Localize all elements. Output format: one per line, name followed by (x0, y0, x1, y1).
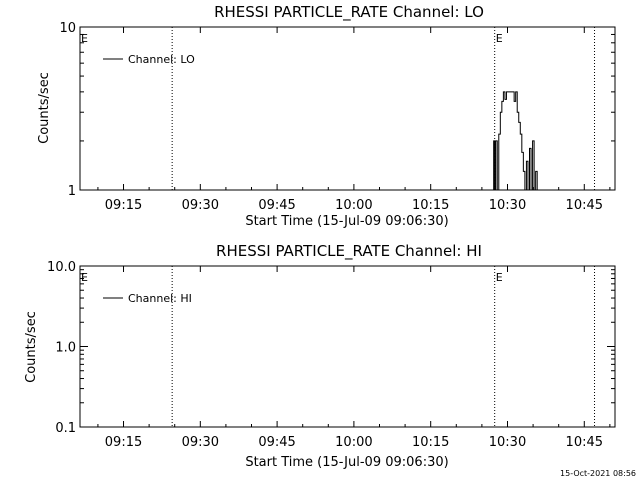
y-axis-title-lo: Counts/sec (37, 72, 52, 144)
chart-title-lo: RHESSI PARTICLE_RATE Channel: LO (214, 3, 484, 22)
event-label: E (496, 32, 503, 45)
series-lo (492, 91, 538, 191)
panel-hi-channel: RHESSI PARTICLE_RATE Channel: HI 09:15 09… (24, 242, 616, 470)
y-tick-label: 1 (68, 184, 76, 199)
x-tick-label: 10:00 (335, 198, 372, 213)
x-tick-label: 10:45 (566, 435, 603, 450)
y-axis-lo: 1 10 (59, 21, 615, 199)
x-tick-label: 09:45 (258, 435, 295, 450)
legend-label-hi: Channel: HI (128, 292, 192, 305)
chart-title-hi: RHESSI PARTICLE_RATE Channel: HI (216, 242, 482, 261)
event-label: E (496, 271, 503, 284)
x-tick-label: 10:30 (489, 198, 526, 213)
y-tick-label: 10.0 (47, 260, 76, 275)
x-tick-label: 09:15 (105, 435, 142, 450)
legend-label-lo: Channel: LO (128, 53, 195, 66)
y-tick-label: 1.0 (55, 341, 76, 356)
x-axis-hi: 09:15 09:30 09:45 10:00 10:15 10:30 10:45 (97, 266, 611, 450)
x-tick-label: 09:30 (182, 198, 219, 213)
x-tick-label: 09:30 (182, 435, 219, 450)
x-axis-lo: 09:15 09:30 09:45 10:00 10:15 10:30 10:45 (97, 27, 611, 213)
panel-lo-channel: RHESSI PARTICLE_RATE Channel: LO 09:15 09… (37, 3, 616, 229)
x-tick-label: 10:30 (489, 435, 526, 450)
plot-frame-hi (79, 265, 616, 428)
x-axis-title-lo: Start Time (15-Jul-09 09:06:30) (245, 214, 448, 229)
y-tick-label: 10 (59, 21, 76, 36)
x-tick-label: 10:15 (412, 435, 449, 450)
y-axis-hi: 0.1 1.0 10.0 (47, 260, 615, 436)
x-tick-label: 10:45 (566, 198, 603, 213)
marker-lines-hi (171, 266, 596, 427)
x-axis-title-hi: Start Time (15-Jul-09 09:06:30) (245, 455, 448, 470)
x-tick-label: 09:15 (105, 198, 142, 213)
event-label: E (81, 271, 88, 284)
series-line (492, 91, 538, 191)
x-tick-label: 09:45 (258, 198, 295, 213)
plot-frame-lo (79, 26, 616, 191)
x-tick-label: 10:00 (335, 435, 372, 450)
x-tick-label: 10:15 (412, 198, 449, 213)
y-axis-title-hi: Counts/sec (24, 311, 39, 383)
event-label: E (81, 32, 88, 45)
footer-timestamp: 15-Oct-2021 08:56 (560, 469, 636, 478)
y-tick-label: 0.1 (55, 421, 76, 436)
